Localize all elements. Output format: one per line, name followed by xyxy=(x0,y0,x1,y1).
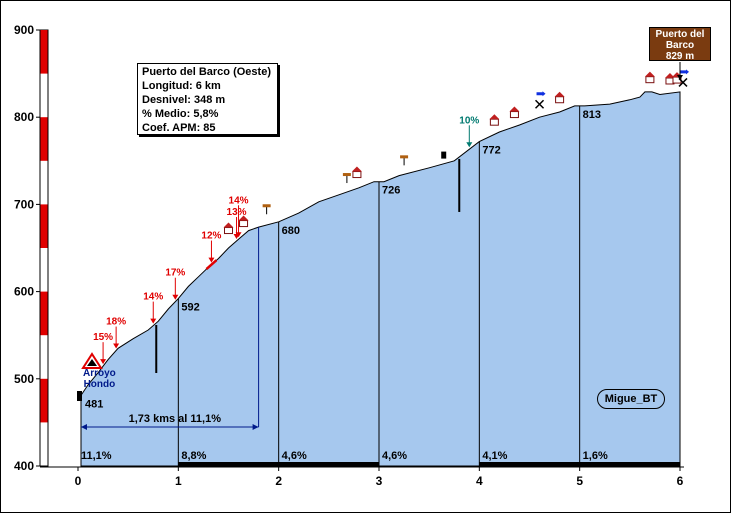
profile-area xyxy=(80,91,681,467)
gradient-callout-arrowhead xyxy=(466,142,473,148)
house-roof-icon xyxy=(644,71,655,77)
summit-pointer-arrowhead xyxy=(677,75,683,80)
x-tick-label: 6 xyxy=(677,474,684,488)
segment-gradient-label: 1,6% xyxy=(583,450,608,462)
span-arrowhead xyxy=(81,424,88,430)
house-icon xyxy=(239,220,249,228)
start-label-line: Arroyo xyxy=(83,368,116,379)
gradient-callout-label: 17% xyxy=(165,268,185,279)
x-tick-label: 5 xyxy=(576,474,583,488)
house-icon xyxy=(224,227,233,235)
summit-label-line: Puerto del xyxy=(655,29,705,40)
crossing-icon xyxy=(678,77,688,87)
start-marker xyxy=(77,391,82,401)
y-tick-label: 800 xyxy=(14,110,34,124)
gradient-callout-label: 18% xyxy=(106,317,126,328)
segment-gradient-label: 11,1% xyxy=(81,450,112,462)
info-climb: Desnivel: 348 m xyxy=(142,94,226,106)
house-roof-icon xyxy=(351,166,362,172)
gradient-callout-arrowhead xyxy=(208,257,215,263)
x-tick-label: 1 xyxy=(175,474,182,488)
info-box: Puerto del Barco (Oeste) Longitud: 6 km … xyxy=(137,63,278,135)
segment-gradient-label: 4,1% xyxy=(482,450,507,462)
author-badge: Migue_BT xyxy=(597,389,665,409)
house-icon xyxy=(645,76,655,84)
km-altitude-label: 772 xyxy=(482,145,500,157)
gradient-callout-arrowhead xyxy=(100,359,107,365)
gradient-callout-arrowhead xyxy=(235,232,242,238)
house-roof-icon xyxy=(238,215,249,221)
gradient-callout-arrowhead xyxy=(150,318,157,324)
house-roof-icon xyxy=(489,114,500,120)
start-label-line: Hondo xyxy=(83,379,116,390)
info-length: Longitud: 6 km xyxy=(142,80,221,92)
gradient-callout-arrowhead xyxy=(113,343,120,349)
signpost-board-icon xyxy=(342,173,351,177)
y-tick-label: 400 xyxy=(14,459,34,473)
x-tick-label: 0 xyxy=(75,474,82,488)
scale-band xyxy=(40,30,48,74)
segment-gradient-label: 4,6% xyxy=(282,450,307,462)
segment-gradient-label: 4,6% xyxy=(382,450,407,462)
info-avg: % Medio: 5,8% xyxy=(142,108,219,120)
scale-band xyxy=(40,291,48,336)
scale-band xyxy=(40,378,48,423)
gradient-callout-label: 12% xyxy=(201,231,221,242)
span-label: 1,73 kms al 11,1% xyxy=(129,413,222,425)
gradient-callout-arrowhead xyxy=(172,294,179,300)
segment-gradient-label: 8,8% xyxy=(181,450,206,462)
y-tick-label: 500 xyxy=(14,372,34,386)
y-tick-label: 600 xyxy=(14,285,34,299)
blue-arrow-icon xyxy=(536,91,546,97)
house-icon xyxy=(352,171,362,179)
x-tick-label: 3 xyxy=(376,474,383,488)
summit-label: Puerto del Barco 829 m xyxy=(649,27,711,62)
info-name: Puerto del Barco (Oeste) xyxy=(142,66,271,78)
blue-arrow-icon xyxy=(680,69,690,75)
km-altitude-label: 726 xyxy=(382,185,400,197)
summit-label-line: Barco xyxy=(665,40,695,51)
steep-marker xyxy=(205,259,218,271)
summit-label-altitude: 829 m xyxy=(665,51,695,62)
span-arrowhead xyxy=(252,424,259,430)
signpost-board-icon xyxy=(400,155,409,159)
segment-bar xyxy=(579,462,680,466)
crossing-icon xyxy=(535,99,545,109)
gradient-callout-label: 14% xyxy=(143,292,163,303)
signpost-board-icon xyxy=(262,204,271,208)
fountain-icon xyxy=(441,151,447,159)
gradient-callout-label: 15% xyxy=(93,332,113,343)
house-icon xyxy=(509,111,519,119)
gradient-callout-label: 13% xyxy=(227,207,247,218)
info-coef: Coef. APM: 85 xyxy=(142,122,216,134)
house-roof-icon xyxy=(223,222,234,228)
x-tick-label: 4 xyxy=(476,474,483,488)
scale-band xyxy=(40,117,48,161)
segment-bar xyxy=(479,462,580,466)
x-tick-label: 2 xyxy=(275,474,282,488)
house-icon xyxy=(489,118,499,126)
house-roof-icon xyxy=(509,106,520,112)
km-altitude-label: 481 xyxy=(85,398,103,410)
segment-bar xyxy=(178,462,279,466)
y-tick-label: 700 xyxy=(14,197,34,211)
gradient-callout-label: 10% xyxy=(459,115,479,126)
gradient-callout-label: 14% xyxy=(229,195,249,206)
segment-bar xyxy=(278,462,379,466)
km-altitude-label: 813 xyxy=(583,109,601,121)
scale-band xyxy=(40,204,48,248)
house-roof-icon xyxy=(554,91,565,97)
km-altitude-label: 592 xyxy=(181,302,199,314)
y-tick-label: 900 xyxy=(14,23,34,37)
warning-icon-glyph xyxy=(87,359,97,366)
start-label: Arroyo Hondo xyxy=(83,368,116,390)
km-altitude-label: 680 xyxy=(282,225,300,237)
house-icon xyxy=(555,96,565,104)
